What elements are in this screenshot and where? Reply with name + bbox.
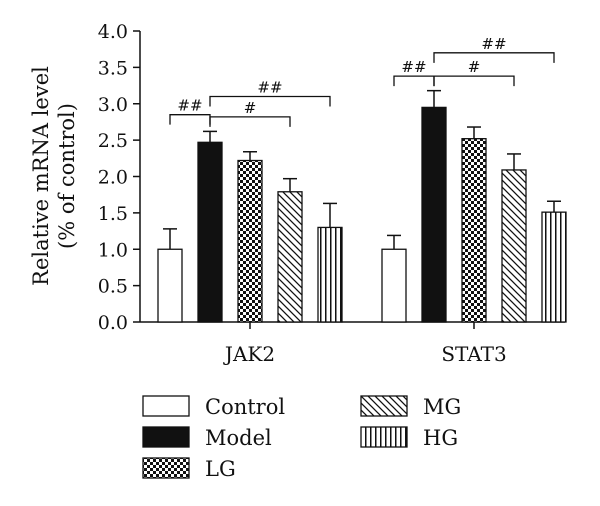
significance-bracket [433, 52, 555, 63]
y-tick-label: 4.0 [98, 21, 128, 43]
y-tick-label: 1.0 [98, 239, 128, 261]
y-axis-ticks: 0.0 0.5 1.0 1.5 2.0 2.5 3.0 3.5 4.0 [98, 21, 140, 334]
bar-lg-stat3 [461, 138, 487, 323]
legend-swatch-mg [360, 395, 408, 417]
bar-model-stat3 [421, 106, 447, 323]
y-tick-label: 0.5 [98, 276, 128, 298]
significance-bracket [433, 75, 515, 87]
x-tick-label-jak2: JAK2 [223, 342, 275, 366]
y-tick-label: 2.0 [98, 167, 128, 189]
bar-hg-stat3 [541, 211, 567, 323]
y-axis-title-line1: Relative mRNA level [29, 66, 53, 286]
y-tick-label: 1.5 [98, 203, 128, 225]
significance-bracket [209, 116, 291, 127]
significance-label: # [244, 99, 257, 117]
legend-label-control: Control [205, 395, 285, 419]
significance-label: ## [481, 35, 506, 53]
significance-bracket [169, 114, 211, 125]
bar-mg-jak2 [277, 191, 303, 323]
legend-label-model: Model [205, 426, 272, 450]
significance-label: # [468, 58, 481, 76]
bar-model-jak2 [197, 141, 223, 323]
y-tick-label: 2.5 [98, 130, 128, 152]
legend-label-lg: LG [205, 457, 236, 481]
legend: Control Model LG MG HG [142, 395, 461, 481]
y-tick-label: 3.0 [98, 94, 128, 116]
significance-label: ## [401, 58, 426, 76]
y-axis-title-line2: (% of control) [55, 103, 79, 249]
x-axis-ticks: JAK2 STAT3 [223, 322, 507, 366]
bar-mg-stat3 [501, 169, 527, 323]
legend-swatch-lg [142, 457, 190, 479]
legend-swatch-hg [360, 426, 408, 448]
legend-swatch-control [142, 395, 190, 417]
legend-swatch-model [142, 426, 190, 448]
bar-group [157, 106, 567, 323]
significance-annotations: ## ##### ### [169, 35, 555, 127]
legend-label-hg: HG [423, 426, 458, 450]
significance-bracket [209, 95, 331, 107]
significance-bracket [393, 75, 435, 87]
y-tick-label: 0.0 [98, 312, 128, 334]
bar-lg-jak2 [237, 159, 263, 323]
y-tick-label: 3.5 [98, 57, 128, 79]
bar-control-jak2 [157, 248, 183, 323]
error-bar-group [163, 89, 561, 250]
x-tick-label-stat3: STAT3 [441, 342, 506, 366]
legend-label-mg: MG [423, 395, 461, 419]
bar-hg-jak2 [317, 226, 343, 323]
significance-label: ## [257, 78, 282, 96]
significance-label: ## [177, 97, 202, 115]
bar-control-stat3 [381, 248, 407, 323]
